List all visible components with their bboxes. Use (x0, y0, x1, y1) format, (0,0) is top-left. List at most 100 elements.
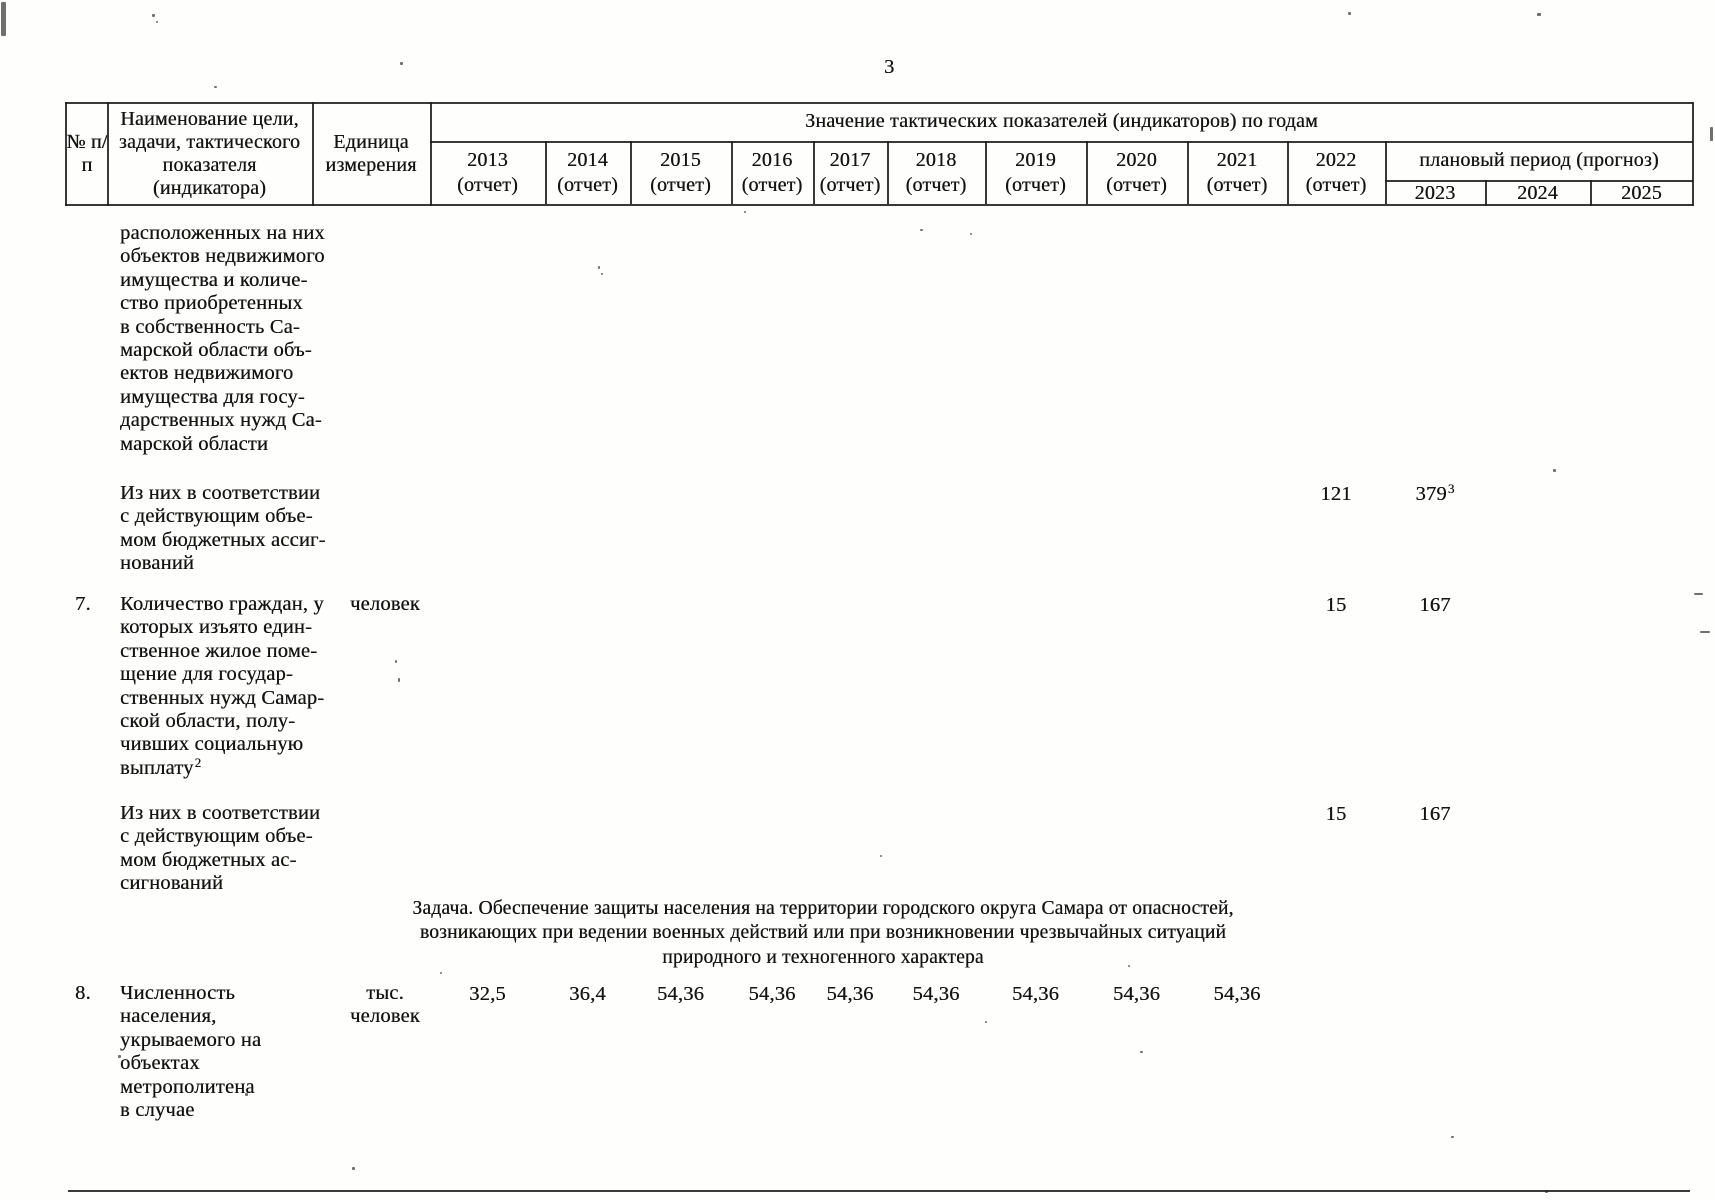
header-year-2014: 2014 (отчет) (545, 141, 630, 204)
header-col-name-label: Наименование цели, задачи, тактического … (118, 108, 301, 199)
scan-speck (214, 86, 217, 88)
cell-value-2022: 121 (1320, 483, 1352, 505)
row-name-line: имущества и количе- (120, 268, 308, 291)
header-values-title-label: Значение тактических показателей (индика… (805, 110, 1318, 132)
year-label: 2018 (915, 148, 957, 171)
row-name-line: в собственность Са- (120, 315, 300, 338)
header-year-2016: 2016 (отчет) (731, 141, 813, 204)
row-name-line: имущества для госу- (120, 385, 305, 408)
table-border-vertical (1287, 141, 1289, 204)
year-label: 2021 (1216, 148, 1258, 171)
row-name-line: Численность (120, 982, 236, 1004)
cell-value-2014: 36,4 (569, 983, 606, 1005)
report-note: (отчет) (1005, 173, 1066, 196)
row-name-line: объектах (120, 1052, 200, 1075)
scan-speck (398, 678, 400, 682)
header-plan-year-2023: 2023 (1414, 181, 1456, 204)
scan-speck (1451, 1136, 1454, 1138)
scan-speck (395, 660, 397, 663)
footnote-marker: 3 (1447, 481, 1455, 496)
year-label: 2019 (1015, 148, 1056, 171)
page-number: 3 (884, 56, 895, 78)
task-heading-line: возникающих при ведении военных действий… (419, 922, 1227, 944)
cell-value-2020: 54,36 (1112, 983, 1161, 1005)
row-name-line: мом бюджетных ассиг- (120, 528, 326, 551)
header-plan-year-2025: 2025 (1621, 181, 1662, 204)
row-name-line: щение для государ- (120, 663, 293, 686)
row-number: 7. (75, 593, 91, 615)
row-unit-line: тыс. (366, 982, 404, 1004)
scan-speck (400, 62, 403, 65)
scan-speck (245, 1093, 248, 1096)
scan-speck (744, 211, 746, 213)
row-name-line: ственное жилое поме- (120, 639, 318, 662)
table-border-vertical (731, 141, 733, 204)
table-border-horizontal (1385, 180, 1693, 182)
table-border-horizontal (65, 204, 1693, 206)
row-name-line: ство приобретенных (120, 292, 303, 315)
table-border-vertical (630, 141, 632, 204)
header-year-2021: 2021 (отчет) (1187, 141, 1287, 204)
cell-value-2021: 54,36 (1213, 983, 1261, 1005)
cell-value-2023: 167 (1419, 803, 1451, 825)
table-border-vertical (1187, 141, 1189, 204)
year-label: 2017 (829, 148, 871, 171)
cell-value-2019: 54,36 (1011, 983, 1060, 1005)
scan-speck (1700, 631, 1710, 633)
row-name-line: расположенных на них (120, 222, 325, 244)
row-name-line: выплату2 (120, 754, 202, 779)
scan-speck (1128, 965, 1130, 967)
table-border-vertical (1485, 180, 1487, 206)
header-col-num-label: № п/п (66, 131, 108, 176)
task-heading-line: природного и техногенного характера (662, 946, 984, 968)
row-name-line: марской области (120, 432, 269, 455)
table-border-vertical (430, 102, 432, 206)
cell-value-2023: 3793 (1415, 481, 1455, 505)
row-name-line: ственных нужд Самар- (120, 686, 325, 709)
header-planning-title-label: плановый период (прогноз) (1419, 149, 1659, 171)
row-name-line: мом бюджетных ас- (120, 848, 297, 871)
cell-value-2015: 54,36 (656, 983, 705, 1005)
scan-speck (970, 233, 972, 235)
scan-speck (1710, 127, 1713, 141)
task-heading: Задача. Обеспечение защиты населения на … (400, 897, 1246, 970)
scan-speck (440, 972, 442, 974)
header-year-2018: 2018 (отчет) (887, 141, 985, 204)
cell-value-2017: 54,36 (826, 983, 874, 1005)
table-border-vertical (107, 102, 109, 206)
year-label: 2014 (567, 148, 608, 171)
scan-speck (1140, 1051, 1143, 1053)
year-label: 2022 (1315, 148, 1357, 171)
scan-speck (1553, 469, 1556, 472)
header-col-unit-label: Единица измерения (325, 131, 417, 176)
row-name-line: укрываемого на (120, 1028, 262, 1051)
table-border-vertical (1385, 141, 1387, 204)
header-col-unit: Единица измерения (314, 102, 428, 206)
table-border-vertical (887, 141, 889, 204)
scan-speck (1537, 13, 1541, 16)
scan-speck (156, 21, 158, 23)
header-col-num: № п/п (65, 102, 109, 206)
row-name-line: Количество граждан, у (120, 593, 324, 615)
row-name-line: населения, (120, 1005, 217, 1028)
header-plan-year-2024: 2024 (1517, 181, 1558, 204)
year-label: 2015 (660, 148, 701, 171)
scan-speck (1545, 1190, 1548, 1193)
row-name-line: марской области объ- (120, 339, 312, 361)
report-note: (отчет) (1106, 173, 1167, 196)
header-year-2022: 2022 (отчет) (1287, 141, 1385, 204)
header-col-name: Наименование цели, задачи, тактического … (109, 102, 310, 206)
cell-value-2013: 32,5 (469, 983, 506, 1005)
report-note: (отчет) (557, 173, 618, 196)
table-border-vertical (985, 141, 987, 204)
scan-speck (152, 14, 155, 17)
row-unit-line: человек (350, 593, 420, 615)
cell-value-2023: 167 (1419, 594, 1451, 616)
header-year-2015: 2015 (отчет) (630, 141, 731, 204)
row-name-line: которых изъято един- (120, 616, 313, 639)
table-border-vertical (1086, 141, 1088, 204)
scan-speck (1348, 12, 1351, 15)
row-name-line: с действующим объе- (120, 505, 313, 528)
row-unit-line: человек (350, 1005, 420, 1028)
